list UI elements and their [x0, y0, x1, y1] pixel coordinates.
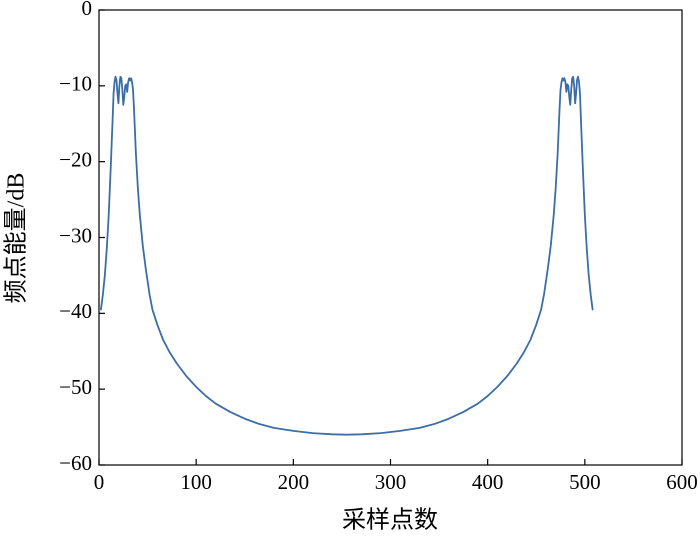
x-tick-label: 100: [180, 470, 212, 494]
x-tick-label: 0: [94, 470, 105, 494]
x-tick-label: 300: [375, 470, 407, 494]
tick-label-layer: 0 100 200 300 400 500 600 0 −10 −20 −30 −40 −50 −60: [59, 0, 698, 494]
y-tick-label: −20: [59, 147, 92, 171]
x-tick-label: 400: [472, 470, 504, 494]
y-tick-label: 0: [82, 0, 93, 20]
y-axis-label: 频点能量/dB: [3, 173, 30, 304]
y-tick-label: −40: [59, 299, 92, 323]
y-tick-label: −50: [59, 375, 92, 399]
y-tick-label: −60: [59, 451, 92, 475]
x-tick-label: 600: [666, 470, 698, 494]
plot-frame: [98, 9, 683, 466]
series-layer: [100, 75, 594, 436]
x-tick-label: 200: [278, 470, 310, 494]
series-line-0: [100, 75, 594, 436]
x-tick-label: 500: [569, 470, 601, 494]
tick-layer: [98, 9, 683, 466]
y-tick-label: −10: [59, 72, 92, 96]
y-tick-label: −30: [59, 223, 92, 247]
x-axis-label: 采样点数: [342, 507, 438, 534]
